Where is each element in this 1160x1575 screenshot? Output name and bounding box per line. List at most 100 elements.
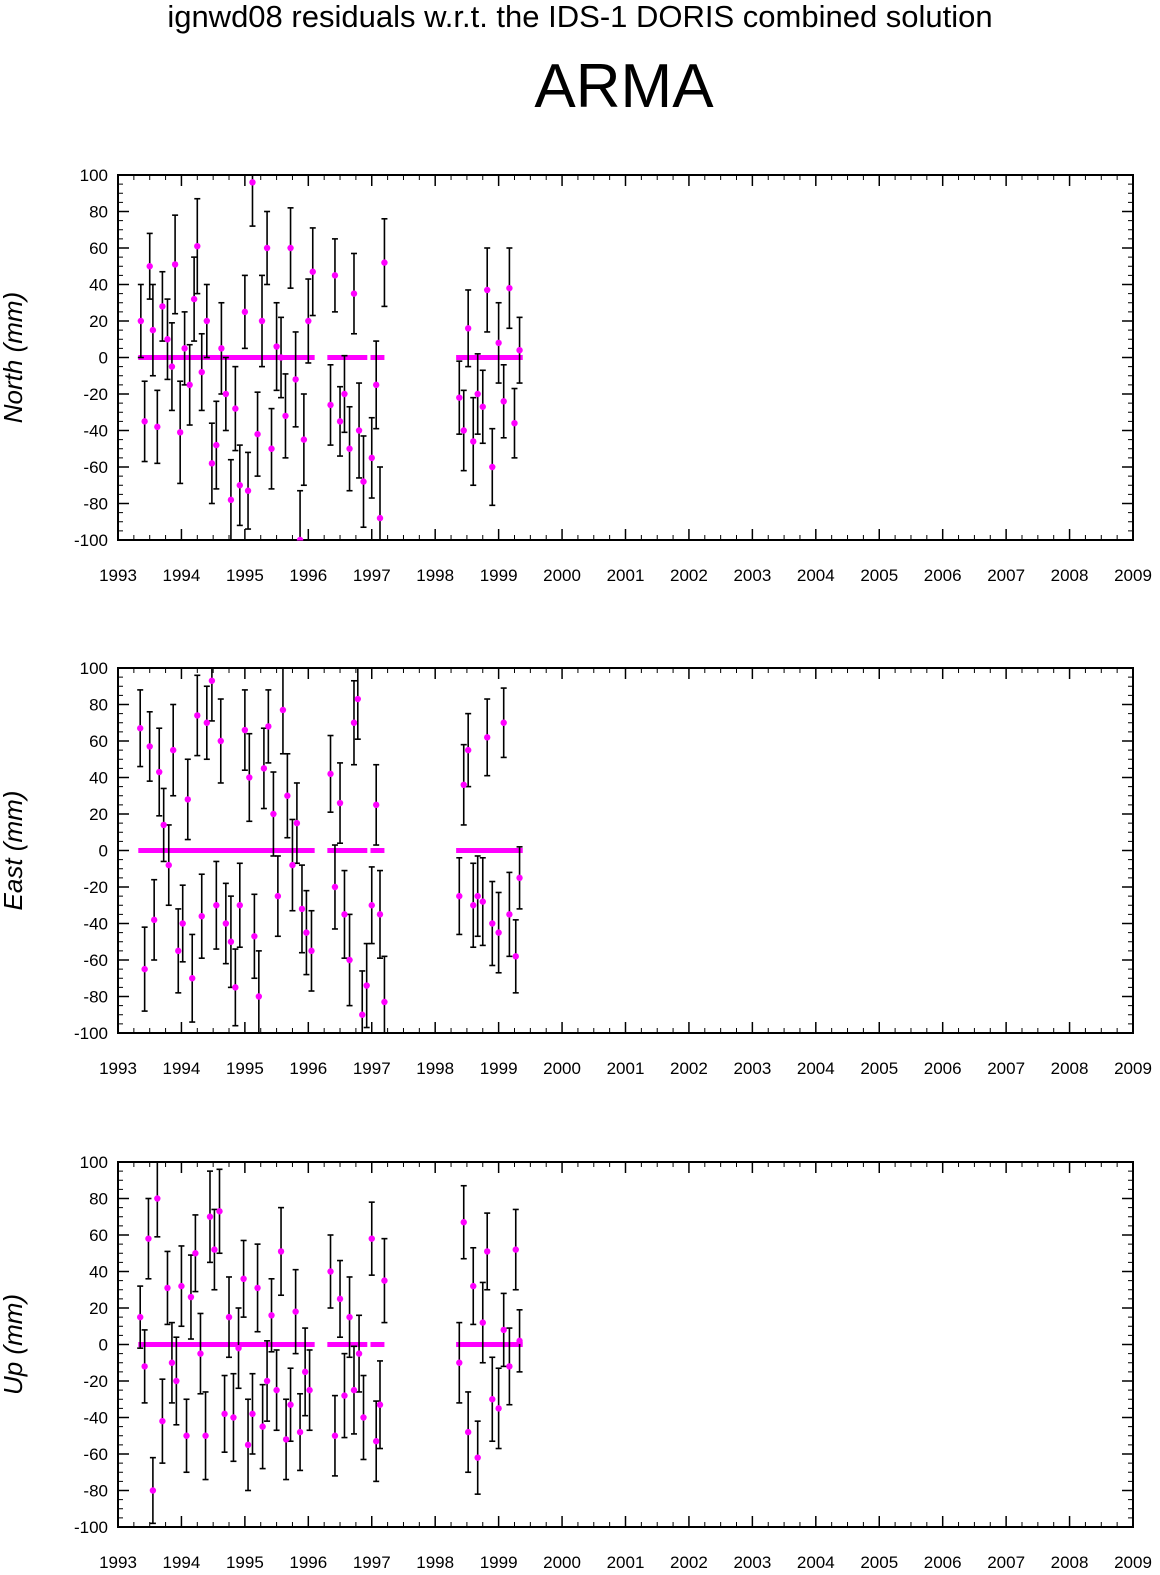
x-tick-label: 2004: [797, 566, 835, 585]
data-point: [300, 436, 308, 443]
y-tick-label: -40: [83, 1409, 108, 1428]
data-point: [236, 482, 243, 489]
y-axis-title-north: North (mm): [0, 292, 28, 423]
data-point: [259, 1423, 266, 1430]
y-tick-label: -80: [83, 495, 108, 514]
data-point: [255, 993, 263, 1000]
data-point: [331, 883, 339, 891]
data-point: [222, 920, 230, 927]
x-tick-label: 2006: [924, 1553, 962, 1572]
y-tick-label: -40: [83, 915, 108, 934]
data-point: [292, 376, 299, 383]
y-tick-label: 100: [80, 659, 108, 678]
data-point: [225, 1313, 233, 1321]
y-tick-label: 40: [89, 276, 108, 295]
data-point: [293, 819, 301, 827]
data-point: [500, 398, 507, 405]
data-point: [292, 1308, 299, 1315]
y-tick-label: -80: [83, 1482, 108, 1501]
data-point: [141, 1363, 148, 1370]
x-tick-label: 2008: [1051, 1553, 1089, 1572]
data-point: [254, 1284, 261, 1292]
data-point: [181, 345, 188, 352]
data-point: [355, 427, 363, 434]
x-tick-label: 1998: [416, 1553, 454, 1572]
data-point: [495, 929, 502, 936]
data-point: [258, 317, 266, 325]
data-point: [159, 1417, 166, 1425]
data-point: [350, 719, 358, 726]
data-point: [289, 861, 296, 869]
data-point: [327, 770, 334, 778]
data-point: [221, 1410, 228, 1418]
x-tick-label: 1994: [163, 1059, 201, 1078]
data-point: [265, 723, 272, 730]
data-point: [235, 1344, 242, 1352]
x-tick-label: 2004: [797, 1059, 835, 1078]
y-tick-label: 100: [80, 166, 108, 185]
data-point: [381, 1277, 388, 1284]
x-tick-label: 2008: [1051, 1059, 1089, 1078]
data-point: [287, 1401, 294, 1408]
data-point: [336, 418, 344, 425]
data-point: [173, 1377, 180, 1385]
x-tick-label: 1994: [163, 566, 201, 585]
x-tick-label: 1999: [480, 566, 518, 585]
data-point: [232, 984, 239, 991]
data-point: [232, 405, 239, 412]
y-tick-label: 0: [99, 1336, 108, 1355]
data-point: [456, 892, 463, 900]
data-point: [184, 796, 191, 803]
x-tick-label: 2006: [924, 566, 962, 585]
x-tick-label: 1996: [289, 566, 327, 585]
data-point: [244, 1441, 252, 1449]
data-point: [495, 339, 502, 347]
data-point: [179, 920, 186, 927]
plot-panel-north: 100 80 60 40 20 0 -20 -40 -60 -80 -100 1993 1994 1995…: [0, 166, 1152, 585]
data-point: [150, 916, 158, 924]
data-point: [484, 1248, 491, 1255]
y-tick-label: 20: [89, 1299, 108, 1318]
data-point: [263, 244, 271, 252]
data-point: [372, 1438, 380, 1445]
y-tick-label: 60: [89, 239, 108, 258]
x-tick-label: 2009: [1114, 566, 1152, 585]
data-point: [479, 898, 486, 905]
x-tick-label: 2003: [733, 566, 771, 585]
data-point: [346, 956, 353, 964]
y-tick-label: -20: [83, 878, 108, 897]
data-point: [516, 874, 523, 882]
x-tick-label: 1993: [99, 566, 137, 585]
x-tick-label: 2002: [670, 1059, 708, 1078]
data-point: [165, 861, 172, 869]
data-point: [495, 1405, 502, 1412]
x-tick-label: 1998: [416, 1059, 454, 1078]
y-tick-label: -40: [83, 422, 108, 441]
data-point: [241, 308, 249, 316]
data-point: [164, 336, 171, 343]
data-point: [263, 1377, 271, 1385]
data-point: [341, 1392, 348, 1399]
data-point: [203, 719, 211, 726]
data-point: [192, 1250, 199, 1257]
data-point: [372, 801, 380, 809]
data-point: [372, 381, 380, 389]
data-point: [381, 998, 388, 1006]
x-tick-label: 2006: [924, 1059, 962, 1078]
y-tick-label: 100: [80, 1153, 108, 1172]
data-point: [198, 913, 205, 920]
x-tick-label: 2007: [987, 1553, 1025, 1572]
data-point: [464, 325, 472, 332]
data-point: [336, 1295, 344, 1303]
plot-panel-east: 100 80 60 40 20 0 -20 -40 -60 -80 -100 1993 1994 1995…: [0, 659, 1152, 1078]
x-tick-label: 1997: [353, 1059, 391, 1078]
x-tick-label: 2001: [607, 1059, 645, 1078]
data-point: [268, 1312, 275, 1319]
data-point: [137, 725, 144, 732]
x-tick-label: 2005: [860, 1059, 898, 1078]
data-point: [154, 1195, 161, 1202]
data-point: [164, 1284, 171, 1292]
x-tick-label: 2009: [1114, 1059, 1152, 1078]
data-point: [268, 445, 275, 452]
data-point: [500, 1326, 507, 1334]
